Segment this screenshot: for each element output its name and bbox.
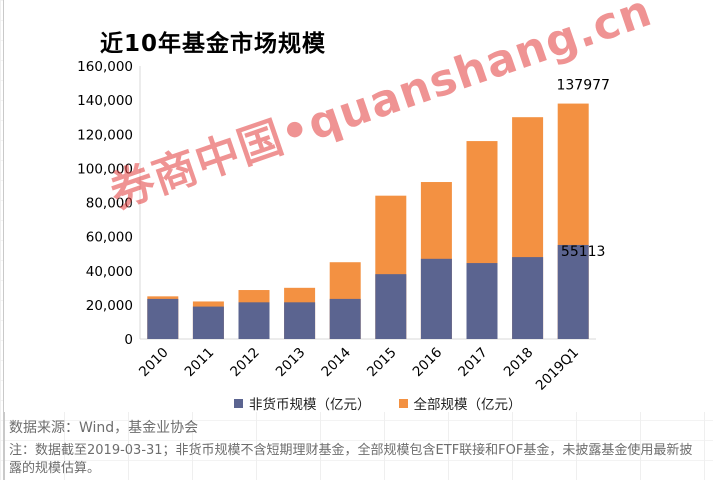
bar-non-money-2017 [466,263,498,339]
x-tick-label: 2019Q1 [533,345,582,394]
source-note: 数据来源：Wind，基金业协会 [9,420,199,436]
y-tick-label: 0 [124,332,133,348]
y-tick-label: 60,000 [86,230,133,246]
data-label-non-money: 55113 [561,244,606,260]
x-tick-label: 2012 [227,345,263,381]
chart-legend: 非货币规模（亿元） 全部规模（亿元） [234,393,522,413]
x-tick-label: 2011 [182,345,218,381]
chart-container[interactable]: 0 20,000 40,000 60,000 80,000 100,000 120,000 1… [4,0,713,413]
x-tick-label: 2018 [501,345,537,381]
bar-non-money-2016 [420,258,452,339]
y-tick-label: 120,000 [77,127,133,143]
data-label-total: 137977 [556,78,609,94]
legend-swatch-non-money [234,398,243,408]
legend-label-total: 全部规模（亿元） [413,397,522,413]
footnote: 注：数据截至2019-03-31；非货币规模不含短期理财基金，全部规模包含ETF… [9,443,693,476]
bar-chart: 0 20,000 40,000 60,000 80,000 100,000 120,000 1… [77,59,610,394]
bar-non-money-2013 [284,302,316,339]
y-tick-label: 160,000 [77,59,133,75]
x-tick-label: 2014 [318,345,354,381]
bar-non-money-2010 [147,298,179,339]
legend-item-non-money[interactable]: 非货币规模（亿元） [234,393,371,413]
x-tick-label: 2016 [410,345,446,381]
bar-non-money-2012 [238,302,270,339]
legend-label-non-money: 非货币规模（亿元） [249,397,371,413]
y-tick-label: 40,000 [86,264,133,280]
x-tick-label: 2015 [364,345,400,381]
bars-group [147,103,589,339]
y-tick-label: 140,000 [77,93,133,109]
bar-non-money-2018 [512,257,544,339]
bar-non-money-2011 [192,306,224,339]
bar-non-money-2019Q1 [557,244,589,339]
x-tick-label: 2010 [136,345,172,381]
legend-item-total[interactable]: 全部规模（亿元） [398,393,522,413]
bar-non-money-2015 [375,274,407,339]
legend-swatch-total [398,398,408,408]
x-tick-label: 2013 [273,345,309,381]
y-tick-label: 80,000 [86,196,133,212]
chart-title: 近10年基金市场规模 [100,31,327,57]
x-tick-label: 2017 [455,345,491,381]
bar-non-money-2014 [329,298,361,339]
y-tick-label: 20,000 [86,298,133,314]
y-tick-label: 100,000 [77,161,133,177]
